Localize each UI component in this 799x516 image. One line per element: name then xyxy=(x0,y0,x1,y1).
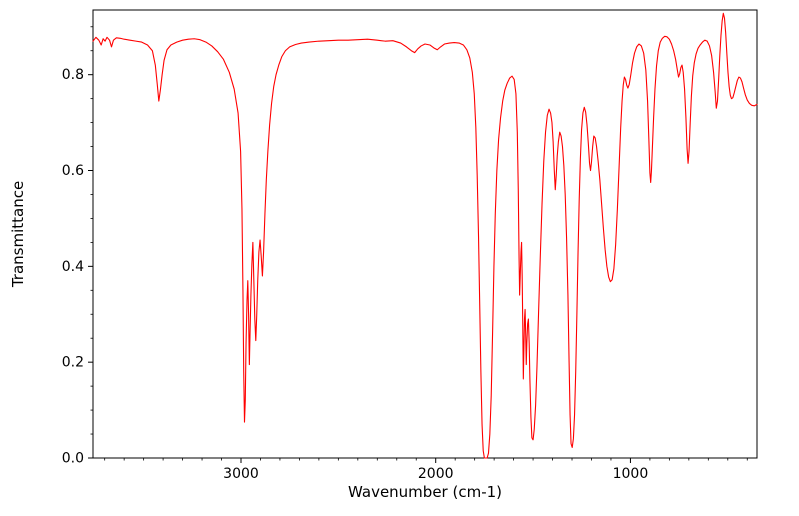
spectrum-line xyxy=(92,12,758,459)
y-tick-label: 0.6 xyxy=(62,163,84,179)
x-tick-label: 1000 xyxy=(613,466,649,482)
y-axis-label: Transmittance xyxy=(9,180,27,288)
plot-frame xyxy=(92,9,758,459)
y-tick-label: 0.8 xyxy=(62,67,84,83)
y-tick-label: 0.4 xyxy=(62,259,84,275)
x-tick-label: 3000 xyxy=(223,466,259,482)
y-tick-label: 0.2 xyxy=(62,355,84,371)
y-tick-label: 0.0 xyxy=(62,451,84,467)
x-tick-label: 2000 xyxy=(418,466,454,482)
x-axis-label: Wavenumber (cm-1) xyxy=(348,483,502,501)
